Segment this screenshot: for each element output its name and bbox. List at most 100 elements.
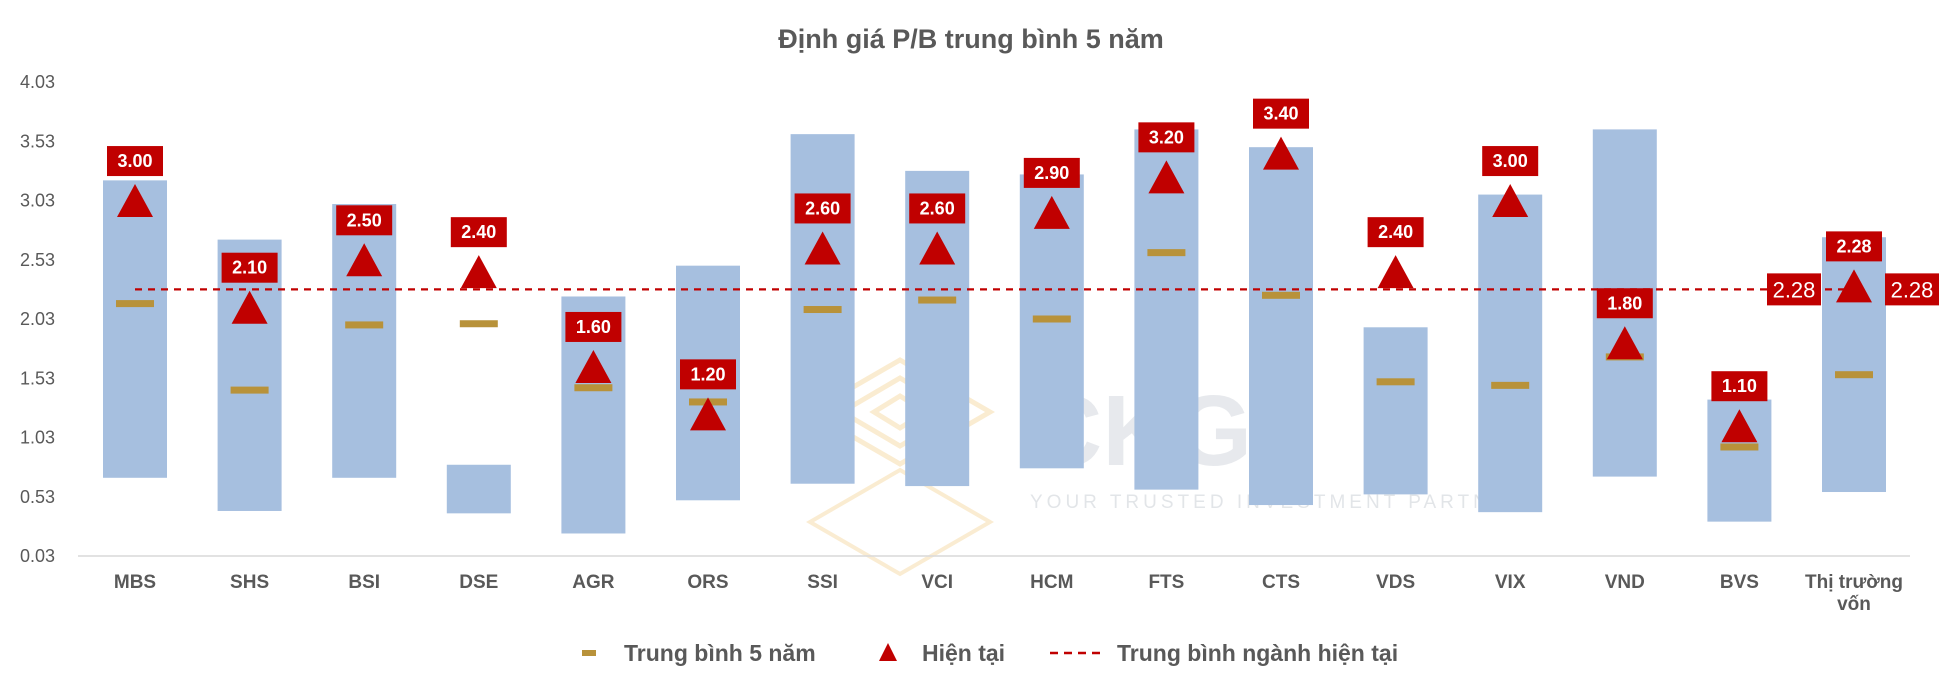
industry-average-line: 2.28 2.28: [135, 273, 1939, 306]
x-tick-label: VDS: [1376, 572, 1415, 593]
x-tick-label: ORS: [687, 572, 728, 593]
five-year-average-marks: [116, 249, 1873, 451]
range-bar: [1249, 147, 1313, 506]
current-data-label: 2.28: [1836, 236, 1871, 256]
y-tick-label: 3.53: [20, 131, 55, 151]
y-tick-label: 1.03: [20, 428, 55, 448]
current-marker: [1492, 184, 1529, 218]
current-data-label: 1.80: [1607, 293, 1642, 313]
legend-avg5-label: Trung bình 5 năm: [624, 640, 816, 666]
current-data-label: 2.40: [461, 222, 496, 242]
x-tick-label: DSE: [459, 572, 498, 593]
y-tick-label: 1.53: [20, 368, 55, 388]
avg5-mark: [1147, 249, 1186, 257]
legend-avg5-swatch: [582, 650, 596, 656]
current-marker: [1148, 160, 1185, 194]
x-tick-label: VIX: [1495, 572, 1526, 593]
current-data-label: 1.20: [690, 364, 725, 384]
current-data-label: 2.50: [347, 210, 382, 230]
avg5-mark: [803, 306, 842, 314]
y-tick-label: 4.03: [20, 72, 55, 92]
current-marker: [1836, 269, 1872, 303]
range-bar: [1478, 194, 1543, 513]
current-marker: [460, 255, 497, 289]
y-tick-label: 2.03: [20, 309, 55, 329]
current-label-box: [565, 311, 622, 342]
range-bar: [103, 180, 167, 478]
current-marker: [1377, 255, 1414, 289]
avg5-mark: [230, 386, 269, 394]
current-marker: [1606, 326, 1643, 360]
reference-label-box: [1885, 273, 1939, 306]
legend-current-swatch: [879, 643, 897, 661]
current-data-label: 3.20: [1149, 127, 1184, 147]
current-label-box: [1138, 122, 1195, 153]
avg5-mark: [1376, 378, 1415, 386]
current-label-box: [1253, 98, 1309, 129]
current-label-box: [794, 193, 851, 224]
current-marker: [117, 184, 153, 218]
current-label-box: [107, 146, 163, 177]
current-label-box: [680, 359, 736, 390]
range-bars: [103, 129, 1886, 534]
x-tick-label: SHS: [230, 572, 269, 593]
avg5-mark: [459, 320, 498, 328]
current-label-box: [1826, 231, 1882, 262]
chart-title: Định giá P/B trung bình 5 năm: [778, 24, 1164, 54]
current-marker: [346, 243, 383, 277]
current-data-label: 3.00: [117, 151, 152, 171]
avg5-mark: [345, 321, 384, 329]
current-marker: [231, 290, 268, 324]
current-marker: [690, 397, 726, 431]
current-label-box: [1023, 157, 1080, 188]
avg5-mark: [918, 296, 957, 304]
range-bar: [217, 239, 282, 511]
current-marker: [1033, 195, 1070, 229]
current-marker: [804, 231, 841, 265]
x-tick-label: AGR: [572, 572, 615, 593]
current-data-label: 2.10: [232, 258, 267, 278]
legend-current-label: Hiện tại: [922, 640, 1005, 666]
x-tick-label: FTS: [1148, 572, 1184, 593]
current-data-label: 1.10: [1722, 376, 1757, 396]
avg5-mark: [1720, 443, 1759, 451]
x-tick-label: HCM: [1030, 572, 1073, 593]
reference-label: 2.28: [1891, 277, 1934, 302]
current-data-label: 2.90: [1034, 163, 1069, 183]
current-data-label: 3.40: [1263, 104, 1298, 124]
legend-item-reference: Trung bình ngành hiện tại: [1050, 640, 1398, 666]
current-label-box: [336, 205, 393, 236]
reference-label: 2.28: [1773, 277, 1816, 302]
current-marker: [575, 349, 612, 383]
y-tick-label: 2.53: [20, 250, 55, 270]
current-label-box: [1596, 288, 1653, 319]
avg5-mark: [1032, 315, 1071, 323]
legend-item-current: Hiện tại: [879, 640, 1005, 666]
range-bar: [1363, 327, 1428, 495]
current-data-label: 1.60: [576, 317, 611, 337]
y-tick-label: 3.03: [20, 191, 55, 211]
avg5-mark: [116, 300, 154, 308]
reference-label-box: [1767, 273, 1821, 306]
x-tick-label: BSI: [348, 572, 380, 593]
x-tick-label: BVS: [1720, 572, 1759, 593]
y-tick-label: 0.03: [20, 546, 55, 566]
current-marker: [1263, 136, 1299, 170]
x-axis: MBS SHS BSI DSE AGR ORS SSI VCI HCM FTS CTS VDS VIX V…: [114, 572, 1903, 615]
x-tick-label: MBS: [114, 572, 156, 593]
current-marker: [919, 231, 956, 265]
legend: Trung bình 5 năm Hiện tại Trung bình ngà…: [582, 640, 1398, 666]
legend-item-avg5: Trung bình 5 năm: [582, 640, 816, 666]
x-tick-label: SSI: [807, 572, 838, 593]
x-tick-label: VCI: [921, 572, 953, 593]
current-label-box: [1482, 146, 1539, 177]
x-tick-label: VND: [1605, 572, 1645, 593]
y-axis: 4.03 3.53 3.03 2.53 2.03 1.53 1.03 0.53 0.03: [20, 72, 55, 566]
x-tick-label: Thị trường vốn: [1805, 572, 1903, 615]
current-label-box: [221, 252, 278, 283]
avg5-mark: [1835, 371, 1873, 379]
avg5-mark: [574, 384, 613, 392]
avg5-mark: [1262, 291, 1300, 299]
current-data-label: 3.00: [1493, 151, 1528, 171]
